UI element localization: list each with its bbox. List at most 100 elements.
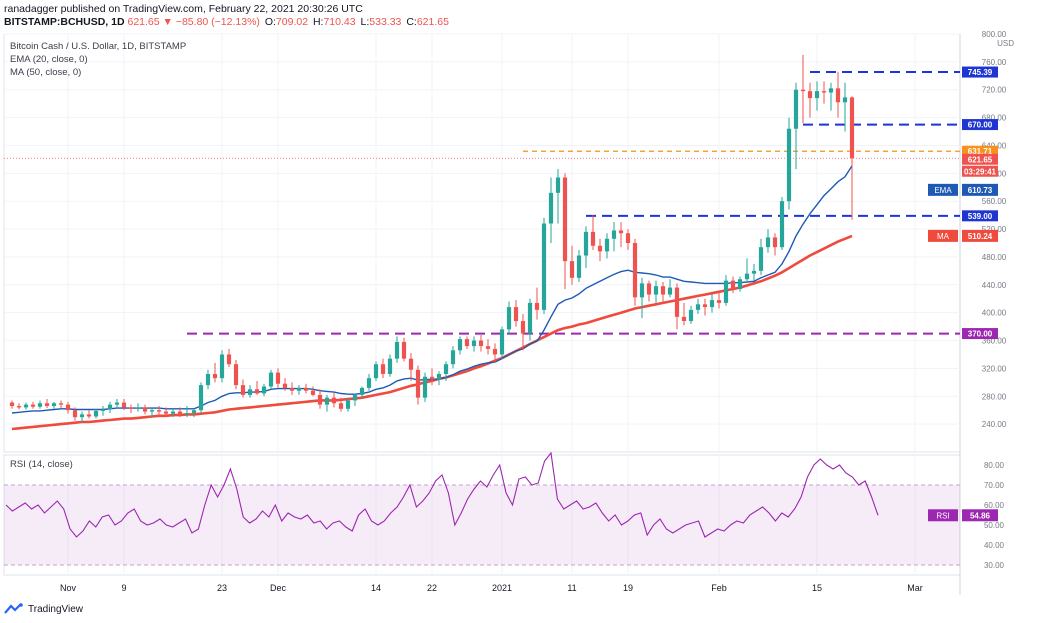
candle-body (170, 411, 176, 414)
candle-body (681, 316, 687, 322)
y-tick-label: 560.00 (982, 197, 1007, 206)
candle-body (408, 358, 414, 370)
candle-body (226, 354, 232, 365)
candle-body (471, 340, 477, 347)
y-tick-label: 680.00 (982, 114, 1007, 123)
last-price-label-bg (962, 153, 998, 165)
candle-body (345, 400, 351, 409)
candle-body (492, 348, 498, 355)
candle-body (275, 372, 281, 384)
candle-body (422, 376, 428, 398)
candle-body (660, 286, 666, 295)
candle-body (86, 414, 92, 417)
candle-body (128, 407, 134, 409)
candle-body (632, 243, 638, 298)
y-tick-label: 480.00 (982, 253, 1007, 262)
candle-body (436, 373, 442, 380)
candle-body (44, 403, 50, 407)
candle-body (310, 390, 316, 395)
candle-body (800, 89, 806, 92)
candle-body (674, 287, 680, 317)
y-tick-label: 520.00 (982, 225, 1007, 234)
x-tick-label: Feb (711, 583, 727, 593)
last-price: 621.65 (127, 16, 160, 28)
y-tick-label: 400.00 (982, 309, 1007, 318)
ema-tag-value: 610.73 (968, 186, 993, 195)
x-tick-label: 14 (371, 583, 381, 593)
candle-body (247, 389, 253, 395)
ma-tag-value: 510.24 (968, 232, 993, 241)
symbol: BITSTAMP:BCHUSD, 1D (4, 16, 125, 28)
tradingview-logo-icon (4, 603, 23, 614)
candle-body (611, 230, 617, 239)
candle-body (842, 97, 848, 103)
candle-body (513, 307, 519, 322)
candle-body (590, 231, 596, 246)
level-label: 539.00 (968, 212, 993, 221)
close-label: C: (406, 16, 417, 28)
y-tick-label: 720.00 (982, 86, 1007, 95)
candle-body (695, 304, 701, 310)
candle-body (324, 397, 330, 405)
candle-body (205, 373, 211, 386)
candle-body (625, 233, 631, 243)
candle-body (394, 341, 400, 359)
y-tick-label: 800.00 (982, 30, 1007, 39)
symbol-line: BITSTAMP:BCHUSD, 1D 621.65 ▼ −85.80 (−12… (4, 16, 449, 28)
x-tick-label: 19 (623, 583, 633, 593)
candle-body (506, 307, 512, 330)
candle-body (828, 88, 834, 93)
candle-body (639, 283, 645, 298)
high-value: 710.43 (323, 16, 356, 28)
level-label: 370.00 (968, 330, 993, 339)
candle-body (821, 91, 827, 93)
y-tick-label: 320.00 (982, 364, 1007, 373)
candle-body (142, 407, 148, 412)
candle-body (79, 414, 85, 418)
x-tick-label: Dec (270, 583, 287, 593)
candle-body (555, 177, 561, 193)
candle-body (100, 409, 106, 411)
y-tick-label: 760.00 (982, 58, 1007, 67)
candle-body (464, 339, 470, 347)
publish-info: ranadagger published on TradingView.com,… (4, 3, 363, 15)
x-tick-label: 9 (121, 583, 126, 593)
candle-body (765, 237, 771, 248)
candle-body (121, 402, 127, 408)
candle-body (604, 238, 610, 252)
candle-body (786, 128, 792, 202)
candle-body (485, 346, 491, 349)
candle-body (667, 287, 673, 295)
currency-label: USD (997, 39, 1014, 48)
candle-body (9, 402, 15, 407)
candle-body (527, 302, 533, 334)
candle-body (646, 283, 652, 295)
candle-body (744, 273, 750, 280)
candle-body (618, 230, 624, 234)
level-label-bg (962, 210, 998, 222)
candle-body (737, 279, 743, 289)
candle-body (814, 91, 820, 99)
level-label-bg (962, 119, 998, 131)
candle-body (184, 412, 190, 415)
level-label-bg (962, 328, 998, 340)
close-value: 621.65 (416, 16, 449, 28)
candle-body (387, 358, 393, 374)
candle-body (597, 245, 603, 252)
candle-body (198, 385, 204, 411)
candle-body (835, 88, 841, 103)
candle-body (723, 280, 729, 303)
candle-body (429, 376, 435, 380)
candle-body (457, 339, 463, 351)
candle-body (93, 410, 99, 417)
y-tick-label: 280.00 (982, 392, 1007, 401)
candle-body (149, 410, 155, 412)
candle-body (653, 286, 659, 295)
rsi-legend: RSI (14, close) (10, 459, 73, 470)
low-value: 533.33 (369, 16, 402, 28)
rsi-tag-name: RSI (936, 511, 949, 520)
candle-body (583, 231, 589, 256)
candle-body (303, 387, 309, 391)
rsi-tick-label: 70.00 (984, 481, 1005, 490)
candle-body (548, 192, 554, 224)
